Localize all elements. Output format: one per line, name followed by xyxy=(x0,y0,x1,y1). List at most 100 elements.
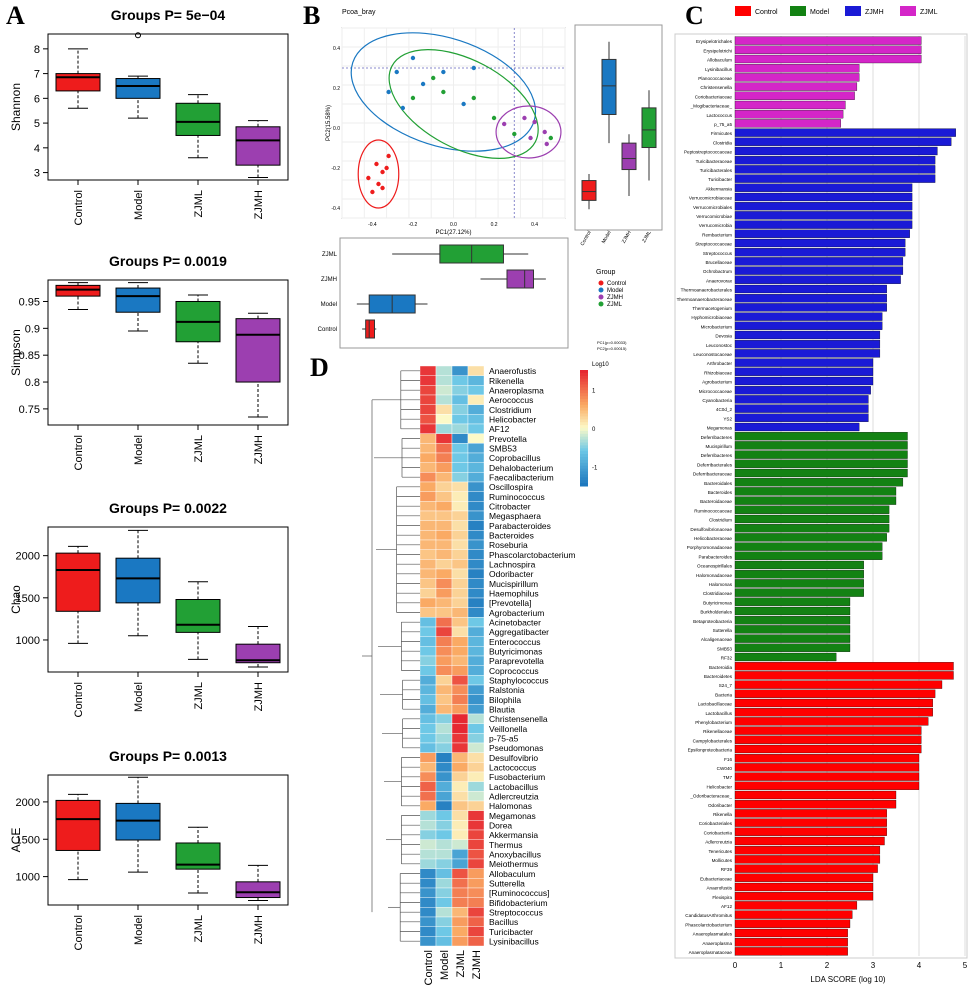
lda-bar xyxy=(734,36,922,45)
bottom-box-control xyxy=(365,319,375,339)
lda-bar xyxy=(734,524,890,533)
heatmap-row-label: Turicibacter xyxy=(489,927,533,937)
heatmap-cell xyxy=(467,617,485,628)
lda-bar xyxy=(734,432,908,441)
point-model xyxy=(461,101,466,107)
lda-bar xyxy=(734,91,855,100)
colorbar-step xyxy=(580,433,588,438)
lda-bar xyxy=(734,560,864,570)
heatmap-row-label: Lactococcus xyxy=(489,763,536,773)
colorbar-step xyxy=(580,428,588,432)
lda-label: Lactobacillaceae xyxy=(698,702,733,707)
heatmap-cell xyxy=(467,607,485,618)
point-zjml xyxy=(471,95,476,101)
heatmap-cell xyxy=(435,375,453,386)
heatmap-row-label: Acinetobacter xyxy=(489,618,541,628)
heatmap-row-label: Bacillus xyxy=(489,917,518,927)
heatmap-cell xyxy=(467,839,485,850)
heatmap-cell xyxy=(419,810,437,821)
heatmap-cell xyxy=(435,733,453,744)
lda-bar xyxy=(734,358,874,367)
heatmap-cell xyxy=(419,742,437,753)
point-zjml xyxy=(548,135,554,141)
heatmap-cell xyxy=(435,684,453,695)
heatmap-cell xyxy=(467,472,485,483)
heatmap-cell xyxy=(467,501,485,512)
y-tick-label: 0.8 xyxy=(25,377,40,389)
heatmap-cell xyxy=(451,588,469,599)
heatmap-cell xyxy=(435,781,453,792)
heatmap-cell xyxy=(451,452,469,463)
heatmap-cell xyxy=(435,607,453,618)
x-tick-label: 5 xyxy=(963,961,968,970)
colorbar-step xyxy=(580,425,588,429)
heatmap-cell xyxy=(419,878,437,889)
heatmap-cell xyxy=(435,385,453,396)
heatmap-cell xyxy=(419,433,437,444)
heatmap-cell xyxy=(435,655,453,666)
heatmap-cell xyxy=(435,510,453,521)
heatmap-cell xyxy=(451,462,469,473)
point-control xyxy=(374,161,379,167)
lda-label: RF32 xyxy=(721,656,733,661)
box-model xyxy=(115,287,161,313)
lda-bar xyxy=(734,910,853,919)
heatmap-cell xyxy=(435,539,453,550)
heatmap-cell xyxy=(435,472,453,483)
heatmap-cell xyxy=(435,742,453,753)
lda-bar xyxy=(734,165,936,174)
heatmap-cell xyxy=(451,655,469,666)
outlier-point xyxy=(135,32,141,39)
heatmap-cell xyxy=(435,501,453,512)
x-tick-label: Model xyxy=(133,435,145,465)
y-tick-label: 0.85 xyxy=(19,350,40,362)
heatmap-cell xyxy=(467,868,485,879)
heatmap-cell xyxy=(451,897,469,908)
lda-bar xyxy=(734,597,851,606)
heatmap-cell xyxy=(451,510,469,521)
lda-bar xyxy=(734,717,929,726)
heatmap-cell xyxy=(467,907,485,918)
heatmap-cell xyxy=(451,800,469,811)
legend-label: Model xyxy=(607,288,623,294)
point-zjmh xyxy=(501,121,507,127)
heatmap-cell xyxy=(435,394,453,405)
heatmap-cell xyxy=(451,520,469,531)
colorbar-tick: 1 xyxy=(592,388,596,394)
lda-bar xyxy=(734,616,851,625)
boxplot-title: Groups P= 5e−04 xyxy=(111,7,226,23)
heatmap-cell xyxy=(451,617,469,628)
heatmap-cell xyxy=(419,868,437,879)
legend-label: Control xyxy=(755,9,778,16)
heatmap-row-label: AF12 xyxy=(489,424,510,434)
lda-bar xyxy=(734,266,904,275)
lda-bar xyxy=(734,864,878,873)
lda-label: Streptococcus xyxy=(703,251,733,256)
heatmap-cell xyxy=(467,936,485,947)
heatmap-row-label: Megasphaera xyxy=(489,511,541,521)
colorbar-step xyxy=(580,401,588,406)
heatmap-cell xyxy=(451,365,469,376)
heatmap-cell xyxy=(467,887,485,898)
lda-label: Phascolarctobacterium xyxy=(685,922,732,927)
colorbar-step xyxy=(580,445,588,449)
lda-bar xyxy=(734,763,920,772)
heatmap-cell xyxy=(451,597,469,608)
heatmap-cell xyxy=(435,713,453,724)
heatmap-cell xyxy=(467,723,485,734)
heatmap-cell xyxy=(419,887,437,898)
heatmap-row-label: [Prevotella] xyxy=(489,598,532,608)
heatmap-cell xyxy=(419,472,437,483)
lda-label: Bacteroides xyxy=(708,490,733,495)
heatmap-row-label: Christensenella xyxy=(489,714,548,724)
colorbar-step xyxy=(580,457,588,461)
box-control xyxy=(55,284,101,297)
boxplot-simpson: Groups P= 0.0019 0.75 0.8 0.85 0.9 0.95 Simpso… xyxy=(9,253,289,470)
lda-bar xyxy=(734,340,881,349)
heatmap-cell xyxy=(419,501,437,512)
heatmap-cell xyxy=(451,762,469,773)
lda-bar xyxy=(734,128,956,137)
colorbar-step xyxy=(580,471,588,475)
heatmap-row-label: Phascolarctobacterium xyxy=(489,550,575,560)
x-tick-label: -0.2 xyxy=(409,222,418,228)
